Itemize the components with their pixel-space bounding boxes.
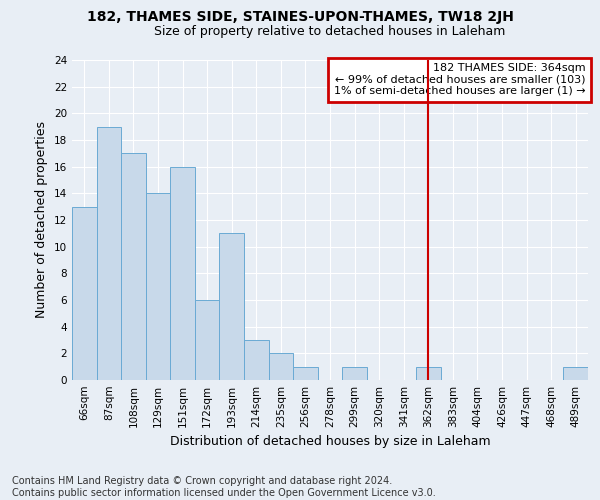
Bar xyxy=(146,194,170,380)
Bar xyxy=(220,234,244,380)
X-axis label: Distribution of detached houses by size in Laleham: Distribution of detached houses by size … xyxy=(170,436,490,448)
Bar xyxy=(416,366,440,380)
Y-axis label: Number of detached properties: Number of detached properties xyxy=(35,122,49,318)
Bar xyxy=(269,354,293,380)
Bar xyxy=(563,366,588,380)
Text: 182 THAMES SIDE: 364sqm
← 99% of detached houses are smaller (103)
1% of semi-de: 182 THAMES SIDE: 364sqm ← 99% of detache… xyxy=(334,63,586,96)
Text: 182, THAMES SIDE, STAINES-UPON-THAMES, TW18 2JH: 182, THAMES SIDE, STAINES-UPON-THAMES, T… xyxy=(86,10,514,24)
Title: Size of property relative to detached houses in Laleham: Size of property relative to detached ho… xyxy=(154,25,506,38)
Bar xyxy=(342,366,367,380)
Bar xyxy=(170,166,195,380)
Bar xyxy=(293,366,318,380)
Bar xyxy=(121,154,146,380)
Bar xyxy=(97,126,121,380)
Text: Contains HM Land Registry data © Crown copyright and database right 2024.
Contai: Contains HM Land Registry data © Crown c… xyxy=(12,476,436,498)
Bar xyxy=(195,300,220,380)
Bar xyxy=(244,340,269,380)
Bar xyxy=(72,206,97,380)
